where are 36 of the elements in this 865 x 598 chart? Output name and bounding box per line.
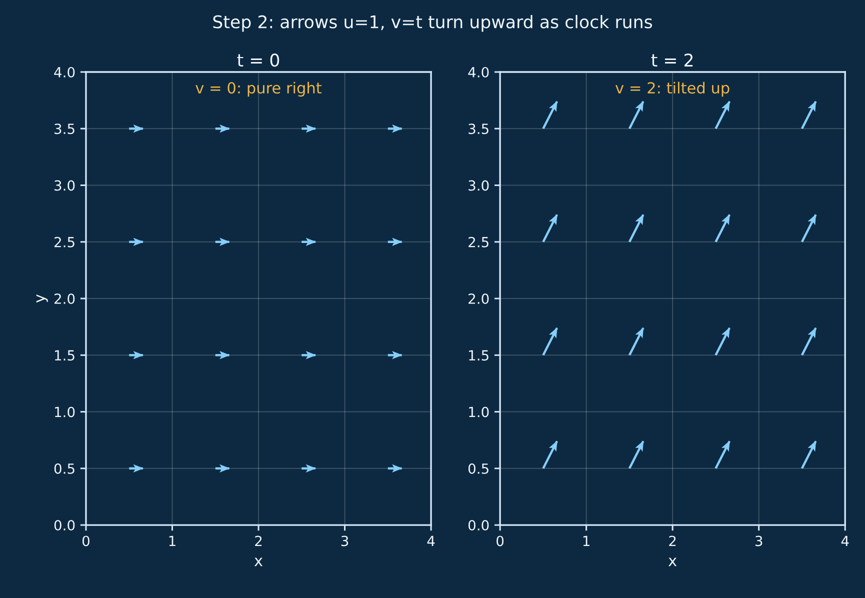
- y-tick-label: 4.0: [468, 66, 489, 78]
- x-axis-title: x: [254, 558, 263, 566]
- y-axis-title: y: [36, 294, 48, 303]
- y-tick-label: 0.5: [468, 463, 488, 474]
- y-tick-label: 2.5: [54, 236, 74, 248]
- x-tick-label: 2: [255, 536, 262, 546]
- y-tick-label: 2.5: [468, 236, 488, 248]
- chart-subtitle: t = 2: [651, 54, 693, 66]
- y-tick-label: 2.0: [54, 293, 75, 304]
- chart-title: Step 2: arrows u=1, v=t turn upward as clock runs: [213, 14, 652, 32]
- y-tick-label: 1.0: [469, 406, 489, 418]
- chart-subtitle: t = 0: [237, 54, 280, 67]
- y-tick-label: 3.5: [54, 124, 74, 134]
- y-tick-label: 0.0: [468, 520, 489, 531]
- x-tick-label: 3: [755, 536, 762, 546]
- y-tick-label: 3.5: [468, 124, 488, 134]
- y-tick-label: 0.0: [54, 520, 75, 531]
- x-tick-label: 2: [669, 536, 676, 546]
- x-tick-label: 3: [341, 536, 348, 546]
- annotation: v = 0: pure right: [196, 82, 322, 97]
- x-tick-label: 0: [496, 536, 504, 546]
- y-tick-label: 0.5: [54, 463, 74, 474]
- x-tick-label: 4: [427, 536, 435, 546]
- y-tick-label: 1.0: [55, 406, 75, 418]
- x-tick-label: 1: [169, 536, 176, 546]
- annotation: v = 2: tilted up: [615, 82, 730, 97]
- y-tick-label: 2.0: [468, 293, 489, 304]
- x-axis-title: x: [668, 558, 677, 566]
- x-tick-label: 1: [583, 536, 590, 546]
- y-tick-label: 1.5: [55, 350, 74, 361]
- y-tick-label: 3.0: [54, 180, 75, 191]
- y-tick-label: 4.0: [54, 66, 75, 78]
- y-tick-label: 3.0: [468, 180, 489, 191]
- x-tick-label: 4: [841, 536, 849, 546]
- x-tick-label: 0: [82, 536, 90, 546]
- y-tick-label: 1.5: [469, 350, 488, 361]
